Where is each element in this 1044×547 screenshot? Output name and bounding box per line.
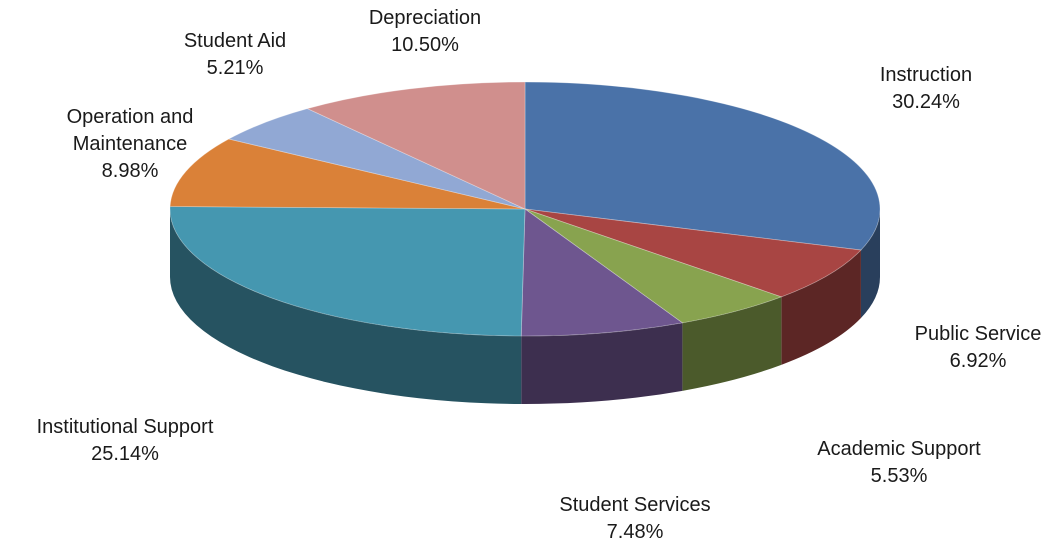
pie-side-academic-support <box>682 296 782 391</box>
slice-percentage: 6.92% <box>949 350 1007 372</box>
slice-name: Public Service <box>914 323 1042 345</box>
slice-percentage: 5.53% <box>870 465 928 487</box>
slice-name-line-1: Operation and <box>66 106 194 128</box>
slice-percentage: 7.48% <box>606 521 664 543</box>
slice-name: Institutional Support <box>36 416 214 438</box>
pie-slice-institutional-support <box>169 206 526 337</box>
pie-slice-operation-and-maintenance <box>169 138 526 210</box>
slice-percentage: 30.24% <box>892 91 960 113</box>
pie-slice-public-service <box>524 208 862 298</box>
slice-percentage: 10.50% <box>391 34 459 56</box>
pie-sides <box>170 209 880 404</box>
slice-percentage: 25.14% <box>91 443 159 465</box>
pie-side-institutional-support <box>170 209 522 404</box>
slice-label-student-aid: Student Aid 5.21% <box>180 28 290 82</box>
slice-label-public-service: Public Service 6.92% <box>888 321 1044 375</box>
slice-name: Academic Support <box>817 438 981 460</box>
pie-slice-instruction <box>524 81 881 251</box>
slice-label-academic-support: Academic Support 5.53% <box>799 436 999 490</box>
slice-label-student-services: Student Services 7.48% <box>545 492 725 546</box>
slice-label-institutional-support: Institutional Support 25.14% <box>5 414 245 468</box>
slice-name: Student Services <box>559 494 711 516</box>
pie-side-instruction <box>860 209 880 319</box>
slice-name: Student Aid <box>183 30 287 52</box>
slice-name-line-2: Maintenance <box>72 133 188 155</box>
pie-slice-student-aid <box>227 108 526 210</box>
slice-label-instruction: Instruction 30.24% <box>846 62 1006 116</box>
pie-slice-student-services <box>520 208 684 337</box>
slice-label-depreciation: Depreciation 10.50% <box>355 5 495 59</box>
pie-side-student-services <box>521 322 683 404</box>
slice-label-operation-and-maintenance: Operation and Maintenance 8.98% <box>40 104 220 185</box>
pie-slice-depreciation <box>306 81 526 210</box>
slice-percentage: 5.21% <box>206 57 264 79</box>
slice-name: Depreciation <box>368 7 482 29</box>
pie-tops <box>169 81 881 337</box>
slice-name: Instruction <box>879 64 973 86</box>
slice-percentage: 8.98% <box>101 160 159 182</box>
pie-side-public-service <box>781 250 861 365</box>
pie-slice-academic-support <box>524 208 783 324</box>
